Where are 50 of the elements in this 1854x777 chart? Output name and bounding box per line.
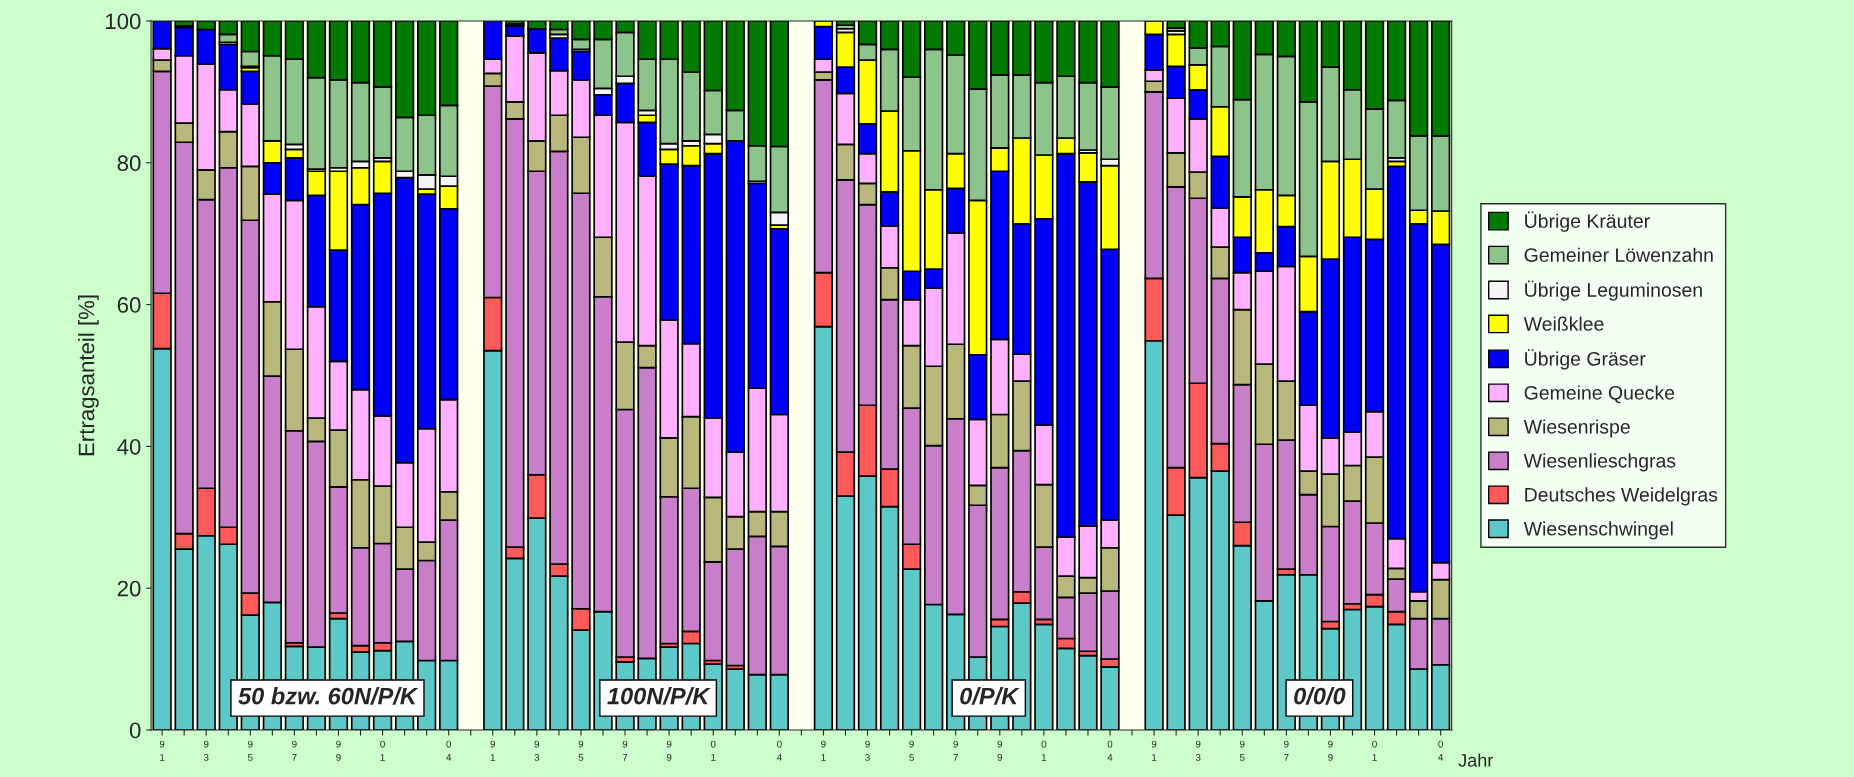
x-tick-label: 9 5 xyxy=(578,740,584,761)
x-tick-label: 0 4 xyxy=(446,740,452,761)
legend-label: Wiesenschwingel xyxy=(1523,521,1673,540)
x-tick-label: 9 7 xyxy=(953,740,958,761)
annotation: 0/P/K xyxy=(960,687,1020,705)
legend-label: Weißklee xyxy=(1523,316,1604,331)
x-tick-label: 9 3 xyxy=(203,740,209,761)
y-tick-label: 60 xyxy=(117,297,141,313)
x-tick-label: 0 4 xyxy=(1438,740,1444,761)
x-tick-label: 9 1 xyxy=(490,740,496,761)
x-tick-label: 0 1 xyxy=(380,740,385,761)
x-tick-label: 9 9 xyxy=(666,740,672,761)
legend-label: Gemeine Quecke xyxy=(1524,385,1675,404)
x-tick-label: 9 3 xyxy=(865,740,870,761)
legend-label: Übrige Gräser xyxy=(1525,349,1646,370)
x-tick-label: 9 1 xyxy=(159,740,165,761)
y-tick-label: 0 xyxy=(129,722,141,739)
legend-label: Wiesenlieschgras xyxy=(1523,453,1676,472)
y-tick-label: 40 xyxy=(117,438,141,455)
legend-label: Wiesenrispe xyxy=(1523,419,1630,438)
x-tick-label: 0 1 xyxy=(1372,740,1377,761)
x-tick-label: 9 9 xyxy=(997,740,1003,761)
annotation: 100N/P/K xyxy=(607,687,711,705)
x-tick-label: 9 1 xyxy=(821,740,826,761)
x-tick-label: 9 1 xyxy=(1151,740,1157,761)
y-tick-label: 20 xyxy=(117,580,141,597)
x-tick-label: 0 4 xyxy=(776,740,782,761)
y-tick-label: 100 xyxy=(106,13,141,30)
annotation: 50 bzw. 60N/P/K xyxy=(238,687,419,705)
legend-label: Übrige Leguminosen xyxy=(1525,280,1702,301)
x-tick-label: 9 9 xyxy=(336,740,341,761)
x-tick-label: 9 3 xyxy=(1195,740,1201,761)
x-tick-label: 9 9 xyxy=(1328,740,1333,761)
x-tick-label: 9 7 xyxy=(1284,740,1289,761)
x-tick-label: 9 5 xyxy=(909,740,914,761)
x-tick-label: 0 1 xyxy=(710,740,716,761)
y-tick-label: 80 xyxy=(117,155,141,172)
y-axis-title: Ertragsanteil [%] xyxy=(78,295,99,456)
x-tick-label: 9 7 xyxy=(292,740,297,761)
legend-label: Gemeiner Löwenzahn xyxy=(1524,247,1713,262)
text: Jahr xyxy=(1458,753,1494,767)
legend-label: Übrige Kräuter xyxy=(1525,211,1650,232)
x-tick-label: 0 4 xyxy=(1107,740,1113,761)
x-tick-label: 9 5 xyxy=(1239,740,1245,761)
x-tick-label: 9 5 xyxy=(247,740,253,761)
x-tick-label: 0 1 xyxy=(1041,740,1047,761)
x-tick-label: 9 3 xyxy=(534,740,540,761)
legend-label: Deutsches Weidelgras xyxy=(1525,487,1718,506)
x-tick-label: 9 7 xyxy=(622,740,628,761)
annotation: 0/0/0 xyxy=(1294,687,1346,705)
